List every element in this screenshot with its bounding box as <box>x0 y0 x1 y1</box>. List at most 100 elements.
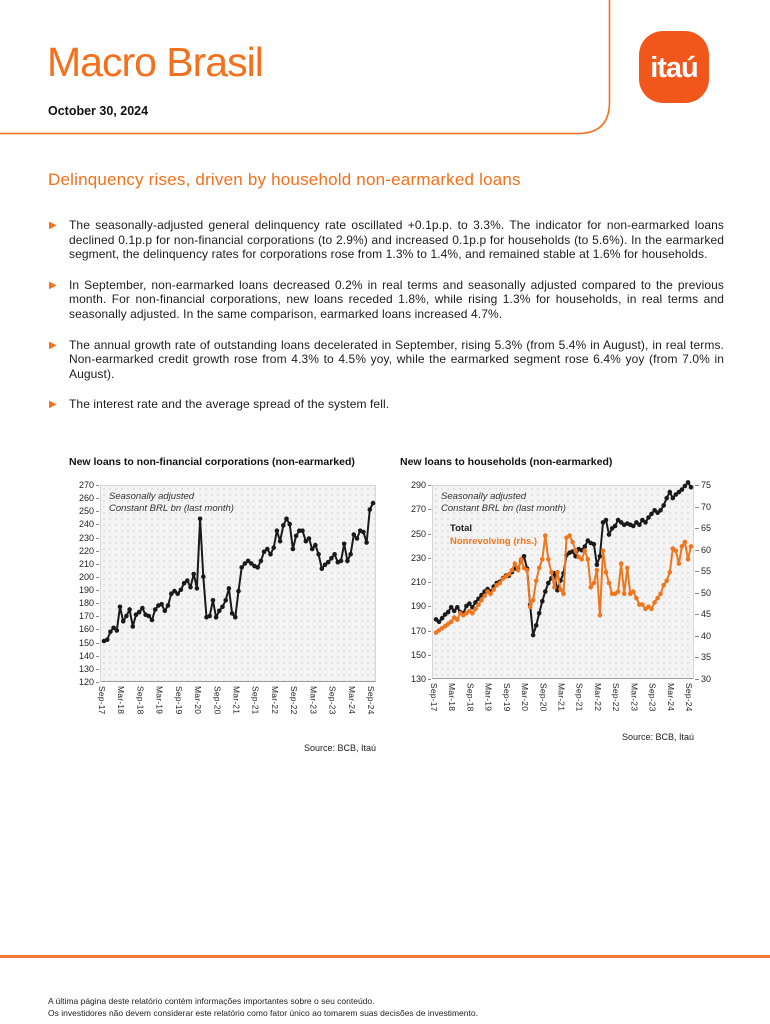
x-axis-tick-label: Sep-20 <box>538 683 549 712</box>
y-axis-tick-label: 55 <box>694 566 712 577</box>
y-axis-tick-label: 210 <box>410 577 432 587</box>
y-axis-tick-label: 270 <box>78 480 100 490</box>
y-axis-tick-label: 180 <box>78 598 100 609</box>
x-axis-tick-label: Sep-17 <box>429 683 439 712</box>
chart-corporations: New loans to non-financial corporations … <box>69 456 376 753</box>
y-axis-tick-label: 150 <box>78 637 100 648</box>
y-axis-tick-label: 160 <box>78 624 100 635</box>
y-axis-tick-label: 120 <box>78 677 100 687</box>
bullet-item: ▶ The interest rate and the average spre… <box>48 397 724 412</box>
x-axis-tick-label: Mar-21 <box>556 683 567 712</box>
chart-area: 270 260 250 240 230 220 210 200 190 180 170 160 150 1… <box>69 480 376 753</box>
bullet-triangle-icon: ▶ <box>49 339 57 351</box>
y-axis-tick-label: 60 <box>694 544 712 555</box>
y-axis-tick-label: 40 <box>694 630 712 641</box>
x-axis-tick-label: Mar-19 <box>154 686 165 715</box>
series-nonrevolving-rhs- <box>433 533 694 635</box>
x-axis-tick-label: Mar-21 <box>231 686 242 715</box>
x-axis-tick-label: Sep-20 <box>212 686 223 715</box>
chart-area: 290 270 250 230 210 190 170 150 130 Seasonally a… <box>400 480 723 742</box>
header-divider-line <box>0 0 611 135</box>
x-axis-tick-label: Mar-24 <box>665 683 676 712</box>
chart-legend: Total Nonrevolving (rhs.) <box>450 523 537 548</box>
chart-source: Source: BCB, Itaú <box>621 732 694 742</box>
y-axis-tick-label: 50 <box>694 587 712 598</box>
footer-disclaimer: A última página deste relatório contém i… <box>48 995 478 1019</box>
series-line <box>435 534 692 634</box>
plot-area: Seasonally adjusted Constant BRL bn (las… <box>432 480 694 679</box>
bullet-item: ▶ In September, non-earmarked loans decr… <box>48 278 724 322</box>
x-axis-tick-label: Sep-18 <box>465 683 476 712</box>
bullet-item: ▶ The annual growth rate of outstanding … <box>48 338 724 382</box>
y-axis-right: 75 70 65 60 55 50 45 40 35 30 <box>694 480 723 684</box>
x-axis-tick-label: Mar-22 <box>269 686 280 715</box>
x-axis-tick-label: Sep-21 <box>250 686 261 715</box>
annotation-line: Seasonally adjusted <box>109 491 195 502</box>
y-axis-tick-label: 270 <box>410 504 432 515</box>
y-axis-tick-label: 220 <box>78 545 100 556</box>
itau-logo: itaú <box>639 31 709 103</box>
x-axis-tick-label: Sep-17 <box>97 686 107 715</box>
plot-area: Seasonally adjusted Constant BRL bn (las… <box>100 485 376 682</box>
y-axis-tick-label: 200 <box>78 571 100 582</box>
x-axis-tick-label: Mar-18 <box>447 683 458 712</box>
y-axis-left: 290 270 250 230 210 190 170 150 130 <box>400 480 432 684</box>
y-axis-tick-label: 240 <box>78 519 100 530</box>
x-axis-tick-label: Sep-22 <box>289 686 300 715</box>
itau-logo-text: itaú <box>650 51 699 84</box>
y-axis-tick-label: 190 <box>78 585 100 596</box>
bullet-triangle-icon: ▶ <box>49 399 57 411</box>
y-axis-tick-label: 190 <box>410 601 432 612</box>
annotation-line: Constant BRL bn (last month) <box>109 503 234 514</box>
y-axis-tick-label: 70 <box>694 501 712 512</box>
x-axis-tick-label: Sep-19 <box>501 683 512 712</box>
bullet-triangle-icon: ▶ <box>49 220 57 231</box>
series-line <box>103 502 374 642</box>
legend-item-nonrevolving: Nonrevolving (rhs.) <box>450 535 538 547</box>
series-new-loans-to-non-financial-corporations <box>101 500 376 644</box>
y-axis-tick-label: 260 <box>78 493 100 504</box>
chart-source: Source: BCB, Itaú <box>303 743 376 753</box>
y-axis-tick-label: 35 <box>694 652 712 663</box>
y-axis-left: 270 260 250 240 230 220 210 200 190 180 170 160 150 1… <box>69 480 100 687</box>
bullet-text: In September, non-earmarked loans decrea… <box>69 277 724 321</box>
bullet-item: ▶ The seasonally-adjusted general delinq… <box>48 218 724 262</box>
y-axis-tick-label: 45 <box>694 609 712 620</box>
y-axis-tick-label: 65 <box>694 523 712 534</box>
y-axis-tick-label: 290 <box>410 480 432 490</box>
y-axis-tick-label: 230 <box>410 552 432 563</box>
bullet-triangle-icon: ▶ <box>49 279 57 291</box>
x-axis-tick-label: Mar-23 <box>308 686 319 715</box>
x-axis-tick-label: Sep-23 <box>327 686 338 715</box>
x-axis-tick-label: Sep-18 <box>135 686 146 715</box>
y-axis-tick-label: 250 <box>410 528 432 539</box>
bullet-text: The annual growth rate of outstanding lo… <box>69 337 724 381</box>
chart-title: New loans to households (non-earmarked) <box>400 456 613 468</box>
x-axis-tick-label: Sep-24 <box>366 686 376 715</box>
y-axis-tick-label: 170 <box>78 611 100 622</box>
x-axis-tick-label: Mar-20 <box>520 683 531 712</box>
x-axis-tick-label: Mar-22 <box>592 683 603 712</box>
chart-annotation: Seasonally adjusted Constant BRL bn (las… <box>441 491 566 515</box>
report-title: Macro Brasil <box>47 39 264 85</box>
footer-divider-line <box>0 955 770 958</box>
y-axis-tick-label: 150 <box>410 649 432 660</box>
x-axis-tick-label: Sep-21 <box>574 683 585 712</box>
y-axis-tick-label: 170 <box>410 625 432 636</box>
y-axis-tick-label: 75 <box>694 480 712 490</box>
x-axis-tick-label: Sep-19 <box>173 686 184 715</box>
y-axis-tick-label: 30 <box>694 674 712 684</box>
x-axis-tick-label: Mar-19 <box>483 683 494 712</box>
bullet-list: ▶ The seasonally-adjusted general delinq… <box>48 218 724 428</box>
bullet-text: The interest rate and the average spread… <box>69 397 390 412</box>
x-axis-tick-label: Mar-24 <box>346 686 357 715</box>
y-axis-tick-label: 230 <box>78 532 100 543</box>
chart-title: New loans to non-financial corporations … <box>69 456 355 468</box>
bullet-text: The seasonally-adjusted general delinque… <box>69 218 724 262</box>
chart-households: New loans to households (non-earmarked) … <box>400 456 723 742</box>
header-divider-path <box>0 0 611 135</box>
y-axis-tick-label: 130 <box>410 674 432 684</box>
x-axis-tick-label: Sep-22 <box>611 683 622 712</box>
x-axis-tick-label: Mar-20 <box>193 686 204 715</box>
